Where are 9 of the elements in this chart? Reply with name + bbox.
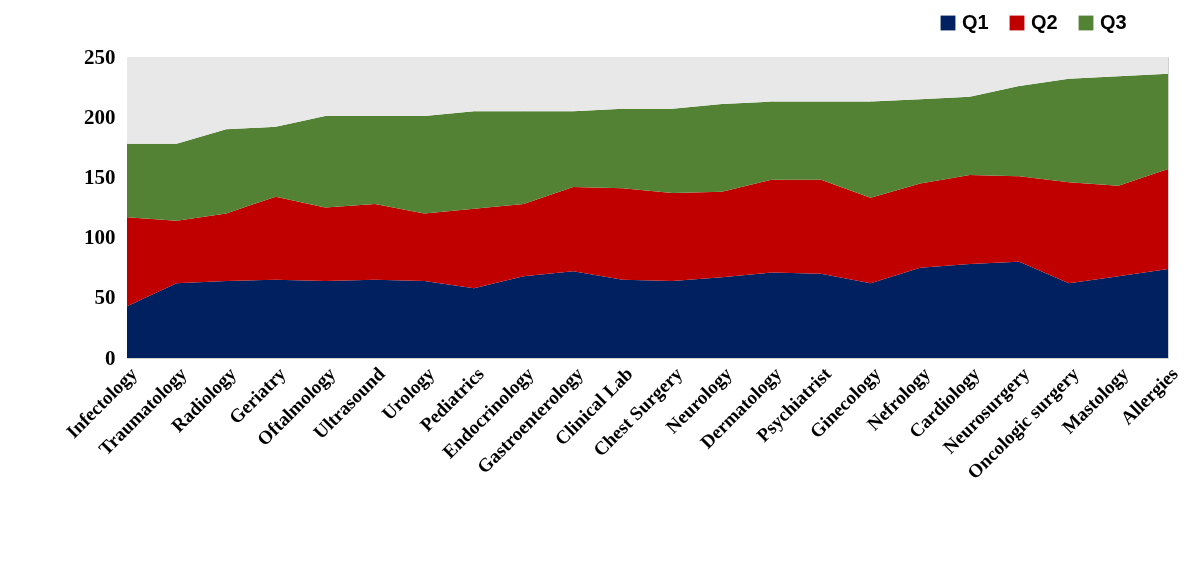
y-tick-label: 150 [84,164,116,189]
y-tick-label: 200 [84,104,116,129]
y-tick-label: 0 [105,345,116,370]
legend-label: Q3 [1100,11,1127,33]
legend-label: Q1 [962,11,989,33]
y-tick-label: 100 [84,225,116,250]
y-tick-label: 50 [94,285,116,310]
legend-label: Q2 [1031,11,1058,33]
y-tick-label: 250 [84,44,116,69]
